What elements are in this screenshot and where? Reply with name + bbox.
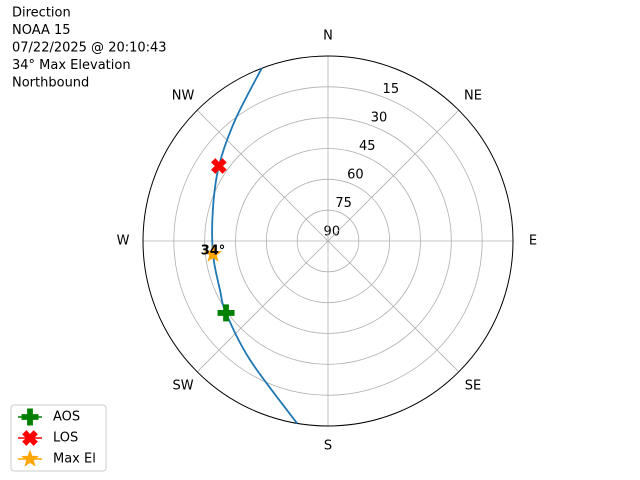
legend-label: AOS xyxy=(53,410,80,425)
theta-tick-label: SE xyxy=(465,378,481,393)
legend-box xyxy=(10,404,107,472)
grid-spoke xyxy=(196,240,329,373)
r-tick-label: 15 xyxy=(383,82,400,97)
legend-marker xyxy=(21,449,39,467)
grid-spoke xyxy=(327,109,460,242)
title-line: Direction xyxy=(12,6,71,21)
grid-spoke xyxy=(196,109,329,242)
title-line: NOAA 15 xyxy=(12,23,71,38)
theta-tick-label: N xyxy=(323,29,333,44)
legend-label: Max El xyxy=(53,452,96,467)
theta-tick-label: W xyxy=(117,234,130,249)
theta-tick-label: NW xyxy=(172,89,195,104)
theta-tick-label: SW xyxy=(172,378,193,393)
marker xyxy=(204,244,222,262)
legend-label: LOS xyxy=(53,431,78,446)
theta-tick-label: E xyxy=(529,234,537,249)
r-tick-label: 30 xyxy=(371,110,388,125)
title-line: Northbound xyxy=(12,76,89,91)
legend-marker xyxy=(22,430,38,446)
title-line: 34° Max Elevation xyxy=(12,58,131,73)
theta-tick-label: NE xyxy=(464,89,482,104)
legend-marker xyxy=(21,408,39,426)
theta-tick-label: S xyxy=(324,439,332,454)
value-label: 34° xyxy=(201,244,226,259)
marker xyxy=(217,304,235,322)
outer-frame xyxy=(142,55,514,427)
r-tick-label: 60 xyxy=(347,167,364,182)
r-tick-label: 75 xyxy=(335,196,352,211)
title-line: 07/22/2025 @ 20:10:43 xyxy=(12,41,167,56)
grid-spoke xyxy=(327,240,460,373)
r-tick-label: 45 xyxy=(359,139,376,154)
marker xyxy=(211,158,227,174)
